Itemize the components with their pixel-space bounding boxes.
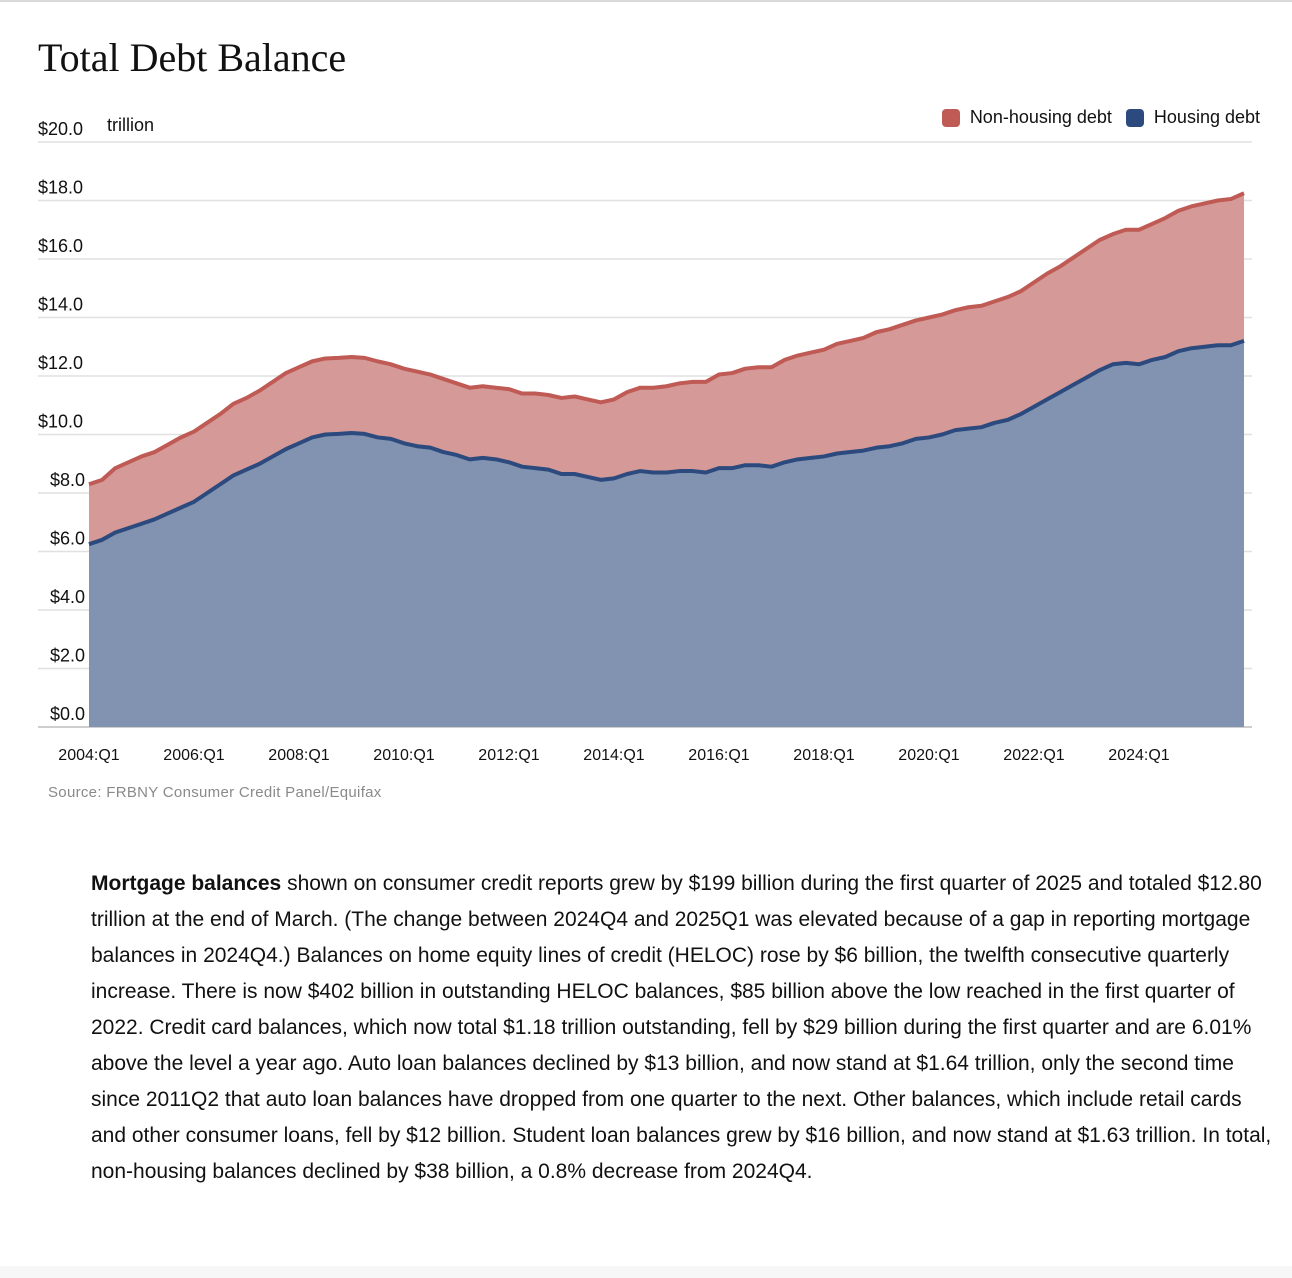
y-tick-label: $0.0 bbox=[50, 704, 85, 724]
legend-swatch-housing bbox=[1125, 108, 1144, 127]
y-tick-label: $2.0 bbox=[50, 646, 85, 666]
y-tick-label: $20.0 bbox=[38, 119, 83, 139]
y-tick-label: $6.0 bbox=[50, 529, 85, 549]
x-tick-label: 2022:Q1 bbox=[1003, 747, 1064, 764]
chart-title: Total Debt Balance bbox=[38, 35, 347, 80]
x-tick-label: 2006:Q1 bbox=[163, 747, 224, 764]
y-tick-label: $8.0 bbox=[50, 470, 85, 490]
x-tick-label: 2010:Q1 bbox=[373, 747, 434, 764]
x-tick-label: 2012:Q1 bbox=[478, 747, 539, 764]
legend-label-housing: Housing debt bbox=[1153, 107, 1260, 127]
description-body: shown on consumer credit reports grew by… bbox=[91, 872, 1272, 1183]
debt-balance-chart: $0.0 $2.0 $4.0 $6.0 $8.0 $10.0 $12.0 $14.0 $16.0… bbox=[38, 119, 1252, 764]
legend-item-housing[interactable]: Housing debt bbox=[1125, 107, 1260, 128]
legend-item-non-housing[interactable]: Non-housing debt bbox=[941, 107, 1112, 128]
top-rule bbox=[0, 0, 1292, 2]
y-tick-label: $12.0 bbox=[38, 353, 83, 373]
x-tick-label: 2004:Q1 bbox=[58, 747, 119, 764]
bottom-band bbox=[0, 1266, 1292, 1278]
y-tick-label: $10.0 bbox=[38, 412, 83, 432]
x-tick-label: 2016:Q1 bbox=[688, 747, 749, 764]
y-tick-label: $4.0 bbox=[50, 587, 85, 607]
description-paragraph: Mortgage balances shown on consumer cred… bbox=[91, 866, 1281, 1190]
x-tick-label: 2018:Q1 bbox=[793, 747, 854, 764]
line-housing bbox=[88, 339, 1245, 547]
y-tick-label: $16.0 bbox=[38, 236, 83, 256]
x-tick-label: 2008:Q1 bbox=[268, 747, 329, 764]
x-tick-label: 2014:Q1 bbox=[583, 747, 644, 764]
y-axis-unit-label: trillion bbox=[107, 115, 155, 135]
legend-swatch-non-housing bbox=[941, 108, 960, 127]
y-tick-label: $18.0 bbox=[38, 178, 83, 198]
area-series bbox=[88, 191, 1245, 727]
area-housing bbox=[89, 340, 1244, 727]
x-axis: 2004:Q1 2006:Q1 2008:Q1 2010:Q1 2012:Q1 2014:… bbox=[58, 747, 1169, 764]
y-tick-label: $14.0 bbox=[38, 295, 83, 315]
legend-label-non-housing: Non-housing debt bbox=[969, 107, 1112, 127]
x-tick-label: 2020:Q1 bbox=[898, 747, 959, 764]
source-note: Source: FRBNY Consumer Credit Panel/Equi… bbox=[48, 784, 382, 801]
description-lead: Mortgage balances bbox=[91, 872, 282, 895]
y-axis: $0.0 $2.0 $4.0 $6.0 $8.0 $10.0 $12.0 $14.0 $16.0… bbox=[38, 119, 85, 724]
legend: Non-housing debt Housing debt bbox=[928, 107, 1260, 128]
area-non-housing bbox=[89, 193, 1244, 545]
x-tick-label: 2024:Q1 bbox=[1108, 747, 1169, 764]
line-non-housing-total bbox=[88, 191, 1245, 487]
